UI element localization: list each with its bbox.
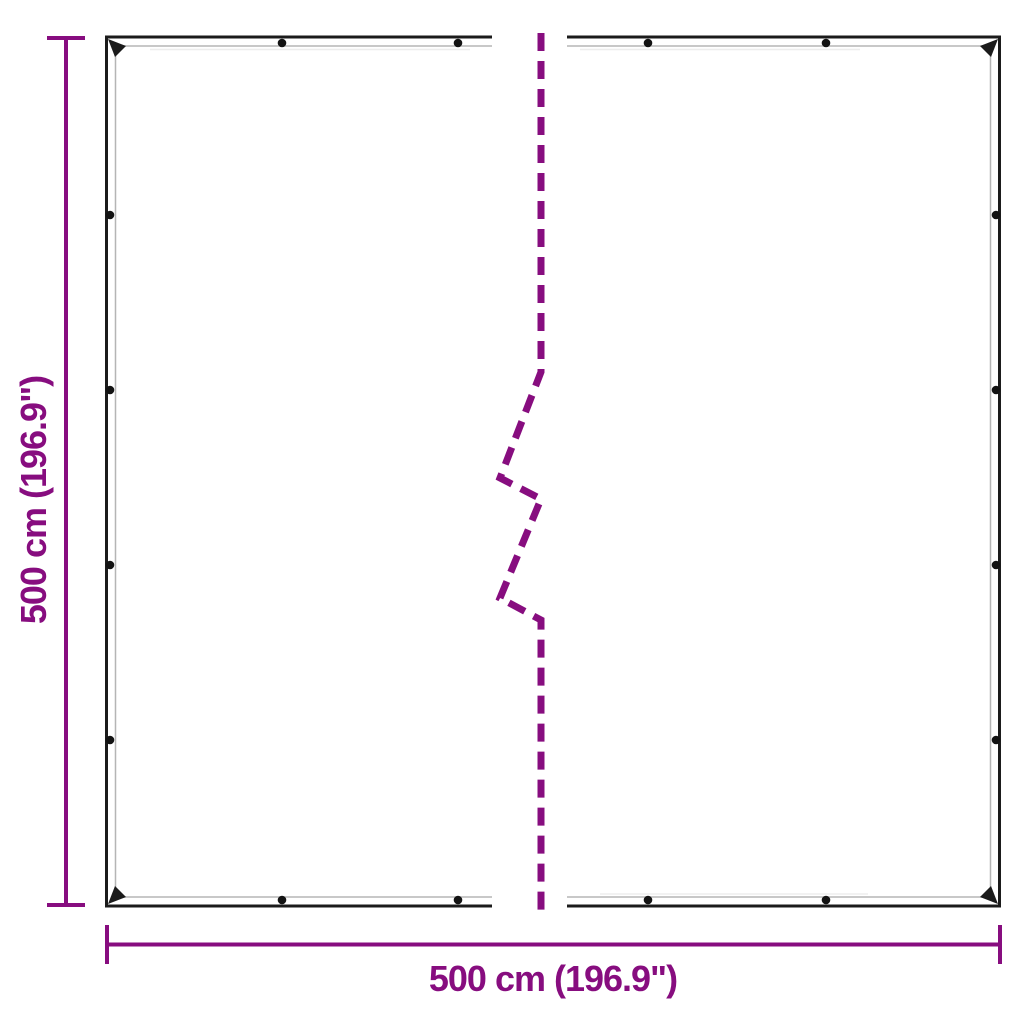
tarp-right-outline	[567, 35, 1001, 908]
width-dimension-line	[105, 925, 1002, 964]
grommets	[105, 38, 1001, 905]
height-dimension-line	[47, 36, 85, 907]
corner-fold-marks	[108, 39, 998, 904]
tarp-left-hem-line	[114, 45, 492, 898]
tarp-left-outline	[105, 35, 492, 908]
grommet	[643, 895, 653, 905]
grommet	[821, 895, 831, 905]
corner-fold-mark-bottom-right	[980, 886, 998, 904]
tarp-left-half	[105, 35, 492, 908]
corner-fold-mark-bottom-left	[108, 886, 126, 904]
grommet	[991, 210, 1001, 220]
width-label: 500 cm (196.9")	[429, 958, 677, 999]
grommet	[105, 385, 115, 395]
grommet	[821, 38, 831, 48]
tarp-right-half	[567, 35, 1001, 908]
break-line	[495, 33, 546, 911]
grommet	[277, 895, 287, 905]
grommet	[105, 560, 115, 570]
grommet	[991, 735, 1001, 745]
corner-fold-mark-top-right	[980, 39, 998, 57]
grommet	[453, 38, 463, 48]
grommet	[105, 735, 115, 745]
grommet	[105, 210, 115, 220]
grommet	[277, 38, 287, 48]
corner-fold-mark-top-left	[108, 39, 126, 57]
grommet	[453, 895, 463, 905]
tarp-right-hem-line	[567, 45, 992, 898]
grommet	[643, 38, 653, 48]
height-label: 500 cm (196.9")	[13, 376, 54, 624]
grommet	[991, 560, 1001, 570]
grommet	[991, 385, 1001, 395]
